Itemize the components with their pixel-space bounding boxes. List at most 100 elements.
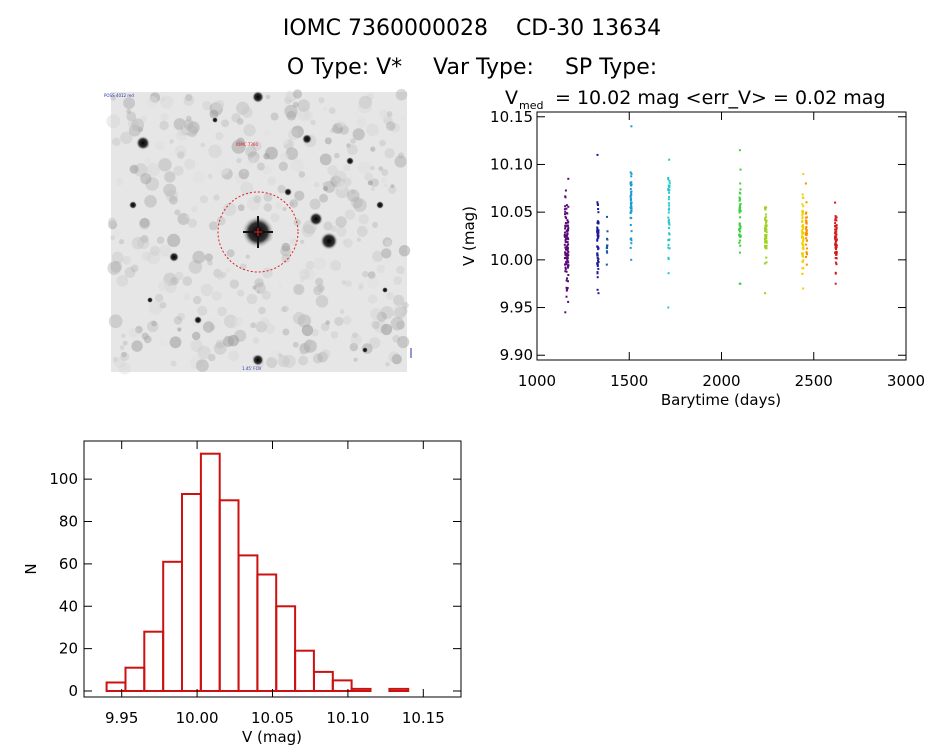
sky-noise-blob	[243, 124, 256, 137]
sky-noise-blob	[234, 324, 240, 330]
lc-point	[764, 208, 767, 211]
sky-noise-blob	[356, 237, 361, 242]
lc-point	[764, 244, 766, 247]
sky-noise-blob	[356, 225, 368, 237]
sky-noise-blob	[312, 353, 323, 364]
sky-noise-blob	[381, 177, 387, 183]
lc-point	[567, 177, 570, 180]
sky-noise-blob	[303, 111, 314, 121]
hist-bar	[181, 493, 202, 692]
lc-point	[805, 253, 808, 256]
sky-noise-blob	[151, 320, 157, 327]
sky-noise-blob	[236, 158, 242, 164]
sky-label-bottom: 1.45' FOV	[242, 366, 262, 371]
sky-noise-blob	[246, 158, 255, 167]
sky-noise-blob	[129, 164, 139, 174]
sky-noise-blob	[396, 320, 405, 330]
lc-point	[801, 252, 804, 255]
hist-bar	[388, 687, 410, 693]
lc-point	[802, 246, 805, 249]
sky-noise-blob	[193, 296, 202, 305]
sky-noise-blob	[343, 164, 351, 172]
sky-noise-blob	[256, 289, 261, 294]
lc-point	[805, 247, 808, 250]
hist-y-tick-label: 100	[49, 470, 78, 488]
hist-y-tick-label: 60	[59, 555, 78, 573]
lc-point	[802, 224, 805, 227]
sky-noise-blob	[358, 282, 364, 288]
hist-x-axis: 9.95 10.00 10.05 10.10 10.15	[105, 441, 445, 727]
sky-noise-blob	[380, 306, 394, 320]
sky-noise-blob	[187, 218, 197, 228]
lc-point	[564, 215, 567, 218]
sky-star	[320, 232, 338, 250]
lc-x-tick-label: 2500	[795, 372, 833, 390]
sky-noise-blob	[163, 183, 177, 197]
sky-noise-blob	[372, 250, 384, 262]
sky-noise-blob	[376, 311, 387, 322]
sky-noise-blob	[352, 332, 358, 338]
sky-noise-blob	[282, 328, 290, 336]
sky-noise-blob	[122, 340, 128, 346]
sky-noise-blob	[169, 195, 178, 205]
sky-star	[362, 347, 368, 353]
sky-noise-blob	[200, 283, 213, 296]
object-id: IOMC 7360000028	[282, 16, 488, 41]
lc-point	[596, 263, 599, 266]
sky-noise-blob	[159, 301, 167, 309]
sky-noise-blob	[265, 323, 276, 334]
sky-noise-blob	[261, 290, 271, 300]
hist-xlabel: V (mag)	[242, 728, 302, 746]
lc-x-tick-label: 1000	[518, 372, 556, 390]
lc-point	[565, 262, 568, 265]
sky-noise-blob	[245, 145, 257, 158]
hist-bar	[256, 573, 278, 692]
sky-noise-blob	[334, 152, 340, 159]
lc-point	[629, 195, 632, 197]
lc-point	[629, 246, 632, 249]
sky-noise-blob	[110, 94, 117, 101]
sky-noise-blob	[323, 106, 328, 111]
sky-noise-blob	[186, 214, 191, 219]
lc-y-tick-label: 10.10	[490, 155, 533, 173]
lc-point	[765, 206, 768, 209]
sky-noise-blob	[388, 351, 400, 363]
lc-point	[629, 211, 632, 214]
target-circle	[217, 191, 299, 273]
lc-point	[804, 182, 807, 185]
hist-bar	[237, 554, 259, 693]
sky-noise-blob	[393, 276, 402, 285]
sky-noise-blob	[255, 321, 267, 333]
lc-point	[835, 224, 838, 227]
sky-noise-blob	[262, 267, 273, 279]
sky-noise-blob	[366, 123, 379, 137]
sky-noise-blob	[154, 140, 165, 151]
lc-point	[802, 226, 805, 228]
sky-noise-blob	[208, 144, 222, 158]
hist-y-axis: 0 20 40 60 80 100	[49, 470, 461, 700]
lc-point	[765, 237, 768, 240]
lc-point	[668, 185, 671, 188]
lc-point	[804, 232, 807, 235]
sky-noise-blob	[173, 165, 184, 176]
lc-point	[835, 245, 838, 248]
sky-noise-blob	[293, 283, 305, 296]
sky-noise-blob	[223, 314, 238, 329]
lc-point	[565, 289, 568, 292]
sky-noise-blob	[279, 152, 289, 162]
lc-point	[668, 179, 671, 182]
lc-point	[834, 261, 837, 264]
sky-noise-blob	[309, 198, 321, 210]
sky-noise-blob	[313, 257, 326, 271]
lc-point	[667, 178, 670, 181]
lc-point	[739, 244, 742, 247]
sky-noise-blob	[346, 189, 360, 202]
lc-point	[738, 282, 741, 285]
lc-point	[835, 263, 838, 266]
lc-point	[596, 256, 599, 259]
sky-noise-blob	[184, 158, 196, 170]
lc-title-main: V	[505, 87, 518, 109]
sky-noise-blob	[353, 357, 358, 362]
sky-noise-blob	[197, 345, 211, 360]
